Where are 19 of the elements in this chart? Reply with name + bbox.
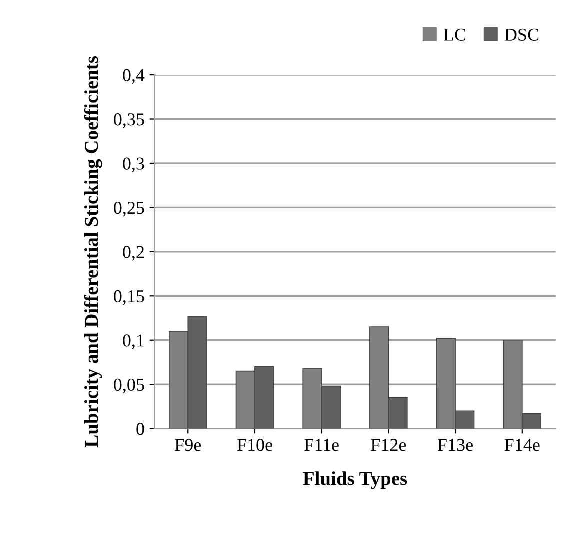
y-tick-label: 0,1 <box>123 334 144 350</box>
x-tick-label: F11e <box>304 439 339 452</box>
y-tick-label: 0,05 <box>114 378 144 394</box>
x-tick-label: F10e <box>237 439 272 452</box>
y-tick-label: 0,2 <box>123 246 144 261</box>
x-tick-label: F14e <box>504 439 540 452</box>
y-axis-title: Lubricity and Differential Sticking Coefficients <box>84 56 102 448</box>
y-tick-label: 0,3 <box>123 158 144 173</box>
legend-label: DSC <box>504 28 539 41</box>
y-tick-label: 0 <box>136 423 144 436</box>
y-tick-label: 0,25 <box>114 202 144 217</box>
x-axis-title: Fluids Types <box>303 472 408 490</box>
x-tick-label: F13e <box>438 439 473 452</box>
x-tick-label: F9e <box>175 439 202 452</box>
legend-label: LC <box>444 28 466 41</box>
y-tick-label: 0,15 <box>114 290 144 306</box>
y-tick-label: 0,35 <box>114 114 144 128</box>
y-tick-label: 0,4 <box>123 69 145 84</box>
x-tick-label: F12e <box>371 439 406 452</box>
